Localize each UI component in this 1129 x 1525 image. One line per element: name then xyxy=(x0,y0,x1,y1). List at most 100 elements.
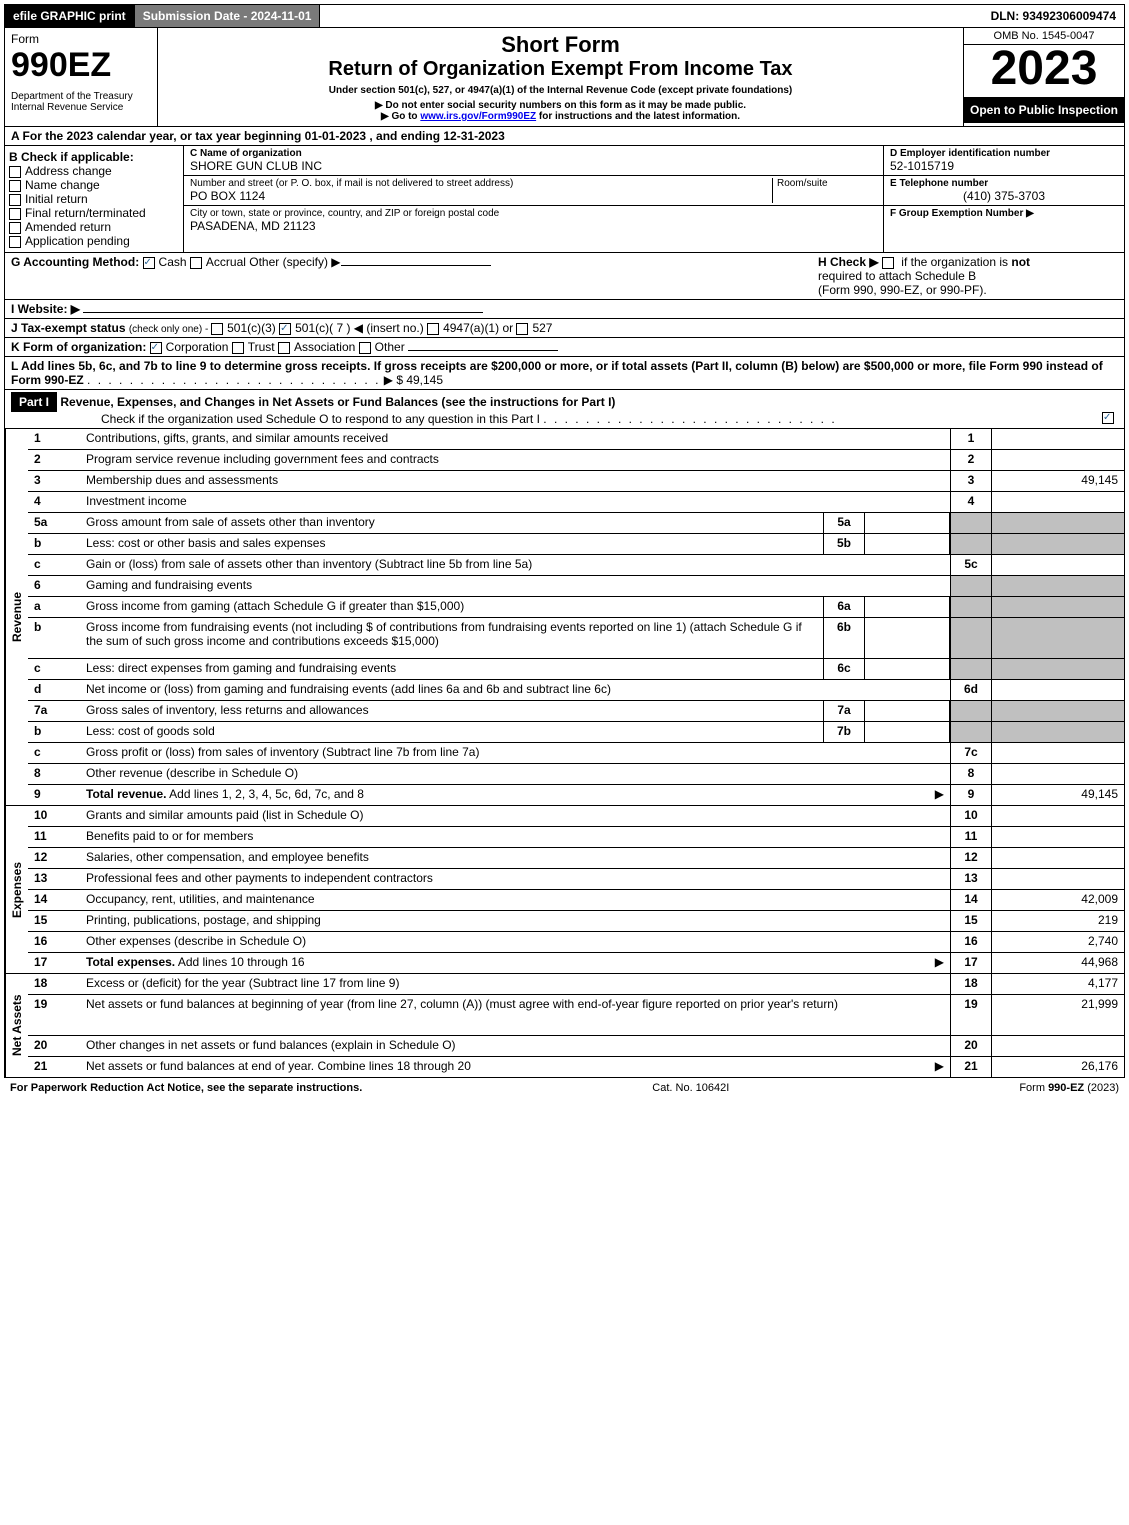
line-box xyxy=(950,659,992,679)
line-row: 15Printing, publications, postage, and s… xyxy=(28,911,1124,932)
line-box: 15 xyxy=(950,911,992,931)
chk-final: Final return/terminated xyxy=(9,206,179,220)
form-label: Form xyxy=(11,32,151,46)
line-row: 8Other revenue (describe in Schedule O)8 xyxy=(28,764,1124,785)
line-amount xyxy=(992,764,1124,784)
dept-label: Department of the Treasury xyxy=(11,91,151,102)
checkbox-icon[interactable] xyxy=(9,208,21,220)
line-description: Less: direct expenses from gaming and fu… xyxy=(80,659,823,679)
checkbox-501c3-icon[interactable] xyxy=(211,323,223,335)
line-box: 20 xyxy=(950,1036,992,1056)
line-box xyxy=(950,534,992,554)
other-org-input[interactable] xyxy=(408,350,558,351)
submission-date: Submission Date - 2024-11-01 xyxy=(134,5,321,27)
line-amount xyxy=(992,1036,1124,1056)
line-box: 7c xyxy=(950,743,992,763)
line-box: 8 xyxy=(950,764,992,784)
short-form-title: Short Form xyxy=(164,32,957,58)
checkbox-trust-icon[interactable] xyxy=(232,342,244,354)
line-description: Professional fees and other payments to … xyxy=(80,869,950,889)
line-description: Total revenue. Add lines 1, 2, 3, 4, 5c,… xyxy=(80,785,950,805)
line-box: 13 xyxy=(950,869,992,889)
line-row: 6Gaming and fundraising events xyxy=(28,576,1124,597)
line-row: 16Other expenses (describe in Schedule O… xyxy=(28,932,1124,953)
irs-label: Internal Revenue Service xyxy=(11,102,151,113)
header-center: Short Form Return of Organization Exempt… xyxy=(158,28,963,126)
line-box: 4 xyxy=(950,492,992,512)
checkbox-icon[interactable] xyxy=(9,194,21,206)
line-amount xyxy=(992,576,1124,596)
line-description: Less: cost or other basis and sales expe… xyxy=(80,534,823,554)
line-row: 2Program service revenue including gover… xyxy=(28,450,1124,471)
f-label: F Group Exemption Number ▶ xyxy=(890,208,1118,219)
inner-line-box: 7b xyxy=(823,722,865,742)
checkbox-4947-icon[interactable] xyxy=(427,323,439,335)
line-number: 13 xyxy=(28,869,80,889)
line-row: 1Contributions, gifts, grants, and simil… xyxy=(28,429,1124,450)
line-number: 17 xyxy=(28,953,80,973)
street-value: PO BOX 1124 xyxy=(190,189,772,203)
line-number: 8 xyxy=(28,764,80,784)
checkbox-527-icon[interactable] xyxy=(516,323,528,335)
line-amount xyxy=(992,618,1124,658)
line-description: Other changes in net assets or fund bala… xyxy=(80,1036,950,1056)
netassets-label: Net Assets xyxy=(5,974,28,1077)
line-number: 15 xyxy=(28,911,80,931)
line-row: 14Occupancy, rent, utilities, and mainte… xyxy=(28,890,1124,911)
checkbox-501c-icon[interactable] xyxy=(279,323,291,335)
section-h: H Check ▶ if the organization is not req… xyxy=(818,255,1118,297)
line-row: 17Total expenses. Add lines 10 through 1… xyxy=(28,953,1124,973)
line-row: bGross income from fundraising events (n… xyxy=(28,618,1124,659)
checkbox-other-icon[interactable] xyxy=(359,342,371,354)
line-box: 5c xyxy=(950,555,992,575)
line-amount xyxy=(992,701,1124,721)
website-input[interactable] xyxy=(83,312,483,313)
line-description: Total expenses. Add lines 10 through 16 … xyxy=(80,953,950,973)
checkbox-icon[interactable] xyxy=(9,180,21,192)
line-number: 12 xyxy=(28,848,80,868)
line-amount: 44,968 xyxy=(992,953,1124,973)
line-description: Net assets or fund balances at end of ye… xyxy=(80,1057,950,1077)
line-box xyxy=(950,513,992,533)
revenue-section: Revenue 1Contributions, gifts, grants, a… xyxy=(4,429,1125,806)
line-number: 10 xyxy=(28,806,80,826)
line-box xyxy=(950,701,992,721)
line-amount xyxy=(992,848,1124,868)
line-amount: 219 xyxy=(992,911,1124,931)
line-box: 18 xyxy=(950,974,992,994)
part1-label: Part I xyxy=(11,392,57,412)
line-amount xyxy=(992,429,1124,449)
line-box: 1 xyxy=(950,429,992,449)
line-number: d xyxy=(28,680,80,700)
checkbox-cash-icon[interactable] xyxy=(143,257,155,269)
b-label: B Check if applicable: xyxy=(9,150,179,164)
line-description: Benefits paid to or for members xyxy=(80,827,950,847)
chk-initial: Initial return xyxy=(9,192,179,206)
e-row: E Telephone number (410) 375-3703 xyxy=(884,176,1124,206)
line-row: 12Salaries, other compensation, and empl… xyxy=(28,848,1124,869)
line-amount xyxy=(992,534,1124,554)
expenses-label: Expenses xyxy=(5,806,28,973)
line-row: 20Other changes in net assets or fund ba… xyxy=(28,1036,1124,1057)
revenue-lines: 1Contributions, gifts, grants, and simil… xyxy=(28,429,1124,805)
checkbox-assoc-icon[interactable] xyxy=(278,342,290,354)
line-row: 11Benefits paid to or for members11 xyxy=(28,827,1124,848)
inner-line-box: 5a xyxy=(823,513,865,533)
d-label: D Employer identification number xyxy=(890,148,1118,159)
d-row: D Employer identification number 52-1015… xyxy=(884,146,1124,176)
line-number: c xyxy=(28,659,80,679)
checkbox-scho-icon[interactable] xyxy=(1102,412,1114,424)
checkbox-h-icon[interactable] xyxy=(882,257,894,269)
line-description: Gaming and fundraising events xyxy=(80,576,950,596)
footer-right: Form 990-EZ (2023) xyxy=(1019,1082,1119,1094)
page-footer: For Paperwork Reduction Act Notice, see … xyxy=(4,1078,1125,1098)
line-description: Gross income from fundraising events (no… xyxy=(80,618,823,658)
checkbox-accrual-icon[interactable] xyxy=(190,257,202,269)
irs-link[interactable]: www.irs.gov/Form990EZ xyxy=(420,111,536,122)
checkbox-icon[interactable] xyxy=(9,236,21,248)
checkbox-icon[interactable] xyxy=(9,166,21,178)
other-specify-input[interactable] xyxy=(341,265,491,266)
g-label: G Accounting Method: xyxy=(11,255,139,269)
checkbox-icon[interactable] xyxy=(9,222,21,234)
checkbox-corp-icon[interactable] xyxy=(150,342,162,354)
